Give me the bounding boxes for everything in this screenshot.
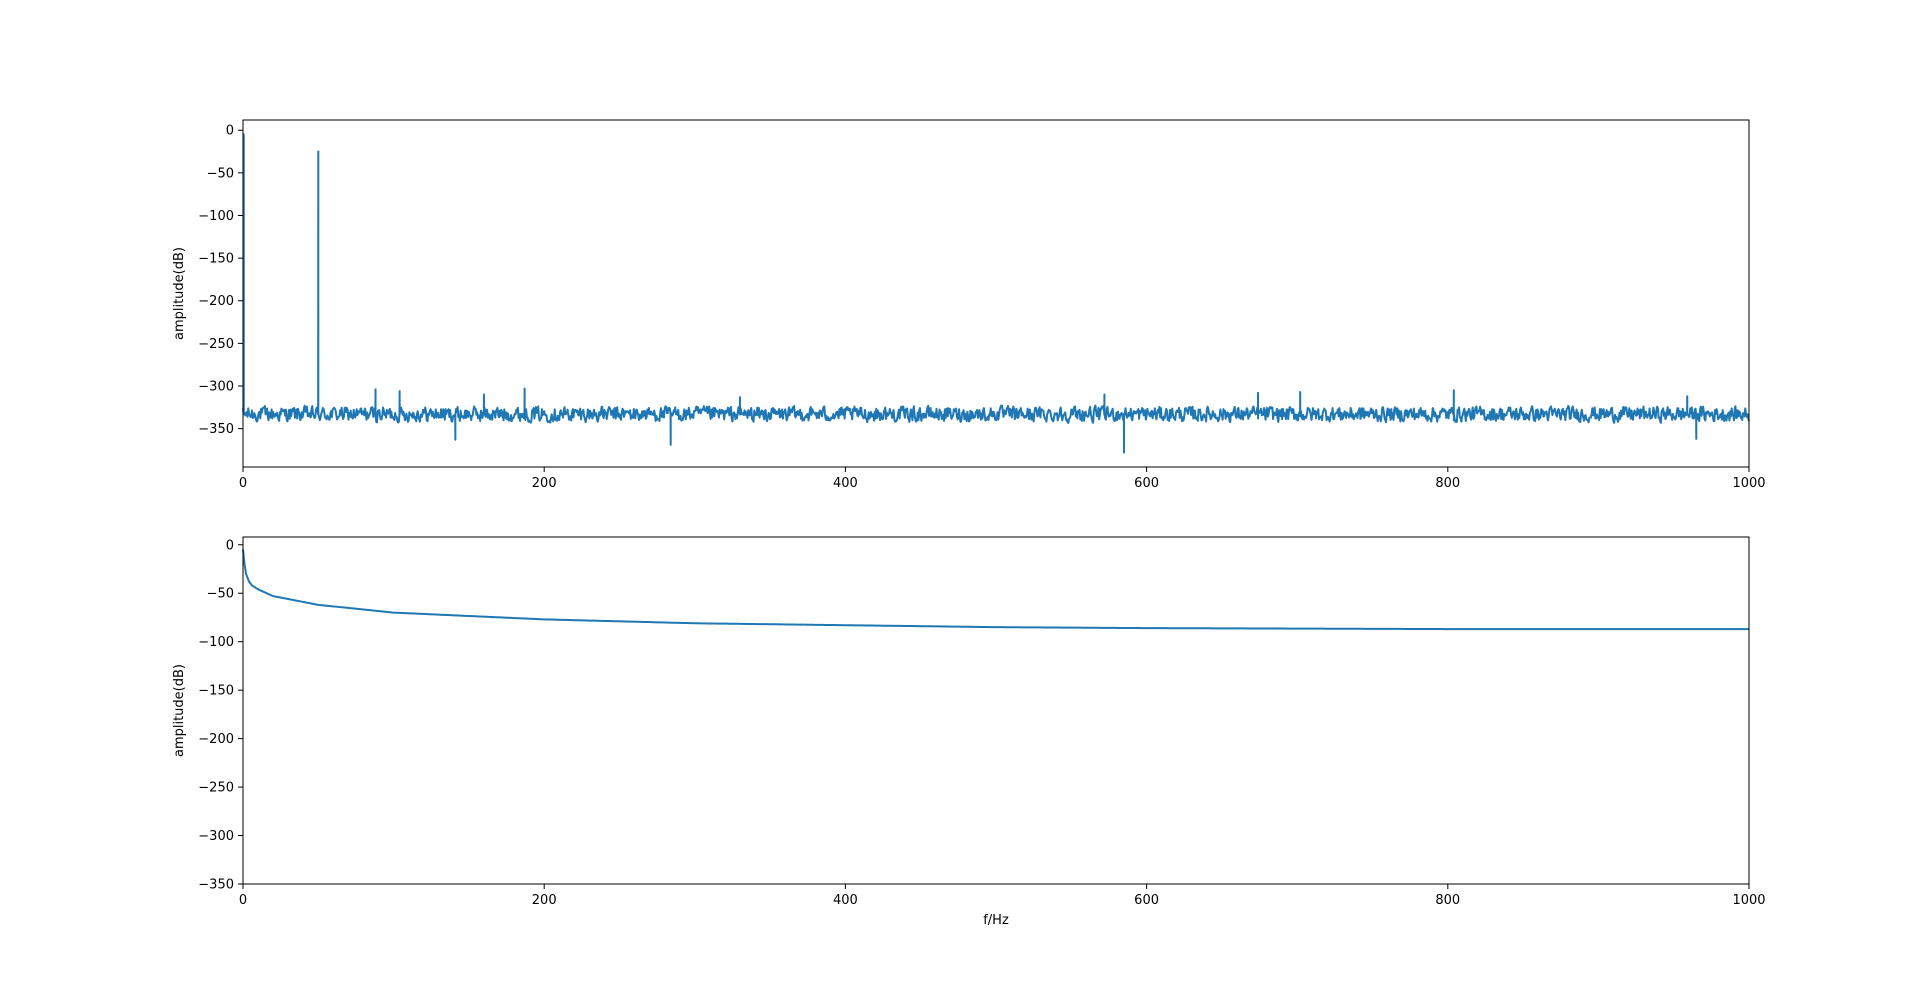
x-tick-label: 800 [1435, 476, 1460, 491]
bottom-spectrum-panel: 0 200 400 600 800 1000 0 −50 −100 −150 −200 −250 −3… [172, 536, 1766, 928]
y-tick-label: −350 [198, 878, 234, 893]
y-tick-label: −250 [198, 337, 234, 352]
y-tick-label: −100 [198, 209, 234, 224]
x-tick-label: 200 [532, 476, 557, 491]
y-tick-label: −50 [207, 587, 234, 602]
y-tick-label: 0 [226, 124, 234, 139]
x-tick-label: 0 [239, 476, 247, 491]
y-tick-label: −200 [198, 732, 234, 747]
top-x-ticks: 0 200 400 600 800 1000 [239, 467, 1766, 491]
y-tick-label: −350 [198, 422, 234, 437]
y-tick-label: −200 [198, 294, 234, 309]
x-tick-label: 400 [833, 476, 858, 491]
top-spectrum-panel: 0 200 400 600 800 1000 0 −50 −100 −150 −200 −250 −3… [172, 119, 1766, 491]
top-y-axis-label: amplitude(dB) [172, 247, 187, 340]
bottom-plot-frame [242, 536, 1750, 885]
x-tick-label: 600 [1134, 476, 1159, 491]
series-line [242, 549, 1749, 631]
x-tick-label: 400 [833, 893, 858, 908]
bottom-spectrum-series [242, 549, 1749, 631]
x-tick-label: 200 [532, 893, 557, 908]
bottom-x-axis-label: f/Hz [983, 913, 1009, 928]
bottom-y-axis-label: amplitude(dB) [172, 664, 187, 757]
x-tick-label: 0 [239, 893, 247, 908]
top-spectrum-series [242, 133, 1750, 454]
x-tick-label: 600 [1134, 893, 1159, 908]
top-plot-frame [242, 119, 1750, 468]
top-y-ticks: 0 −50 −100 −150 −200 −250 −300 −350 [198, 124, 243, 437]
x-tick-label: 1000 [1732, 893, 1765, 908]
x-tick-label: 1000 [1732, 476, 1765, 491]
y-tick-label: −300 [198, 380, 234, 395]
series-line [242, 133, 1750, 454]
y-tick-label: −250 [198, 781, 234, 796]
y-tick-label: −150 [198, 252, 234, 267]
bottom-x-ticks: 0 200 400 600 800 1000 [239, 884, 1766, 908]
x-tick-label: 800 [1435, 893, 1460, 908]
y-tick-label: −50 [207, 166, 234, 181]
y-tick-label: −150 [198, 684, 234, 699]
y-tick-label: 0 [226, 538, 234, 553]
y-tick-label: −100 [198, 635, 234, 650]
bottom-y-ticks: 0 −50 −100 −150 −200 −250 −300 −350 [198, 538, 243, 893]
y-tick-label: −300 [198, 829, 234, 844]
